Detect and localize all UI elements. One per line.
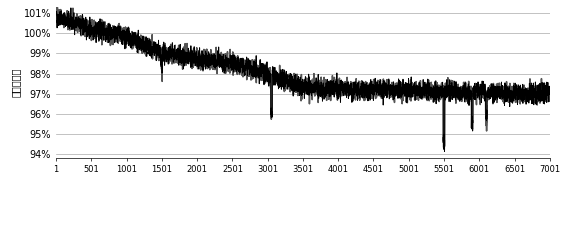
20℃-5CCSDC-BL-2# xyxy=(121,30,127,33)
20℃-5CCSDC-BL-2# xyxy=(460,95,467,98)
20℃-5CCSDC-BL-3# xyxy=(460,91,467,94)
20℃-5CCSDC-BL-2# xyxy=(238,66,245,69)
20℃-5CCSDC-BL-3# xyxy=(433,83,440,86)
20℃-5CCSDC-BL-2# xyxy=(441,150,448,153)
20℃-5CCSDC-BL-3# xyxy=(537,89,544,92)
20℃-5CCSDC-BL-2# xyxy=(537,97,544,99)
20℃-5CCSDC-BL-2# xyxy=(546,88,553,90)
Y-axis label: 容量保持率: 容量保持率 xyxy=(11,68,21,97)
20℃-5CCSDC-BL-3# xyxy=(440,146,447,149)
20℃-5CCSDC-BL-2# xyxy=(53,13,59,16)
20℃-5CCSDC-BL-2# xyxy=(268,76,274,79)
20℃-5CCSDC-BL-3# xyxy=(546,100,553,102)
20℃-5CCSDC-BL-3# xyxy=(238,64,245,67)
Line: 20℃-5CCSDC-BL-3#: 20℃-5CCSDC-BL-3# xyxy=(56,7,550,147)
20℃-5CCSDC-BL-2# xyxy=(433,92,440,95)
20℃-5CCSDC-BL-3# xyxy=(268,75,274,78)
20℃-5CCSDC-BL-3# xyxy=(53,7,59,10)
20℃-5CCSDC-BL-2# xyxy=(67,7,74,9)
20℃-5CCSDC-BL-3# xyxy=(53,5,59,8)
20℃-5CCSDC-BL-3# xyxy=(121,30,127,33)
Line: 20℃-5CCSDC-BL-2#: 20℃-5CCSDC-BL-2# xyxy=(56,8,550,151)
